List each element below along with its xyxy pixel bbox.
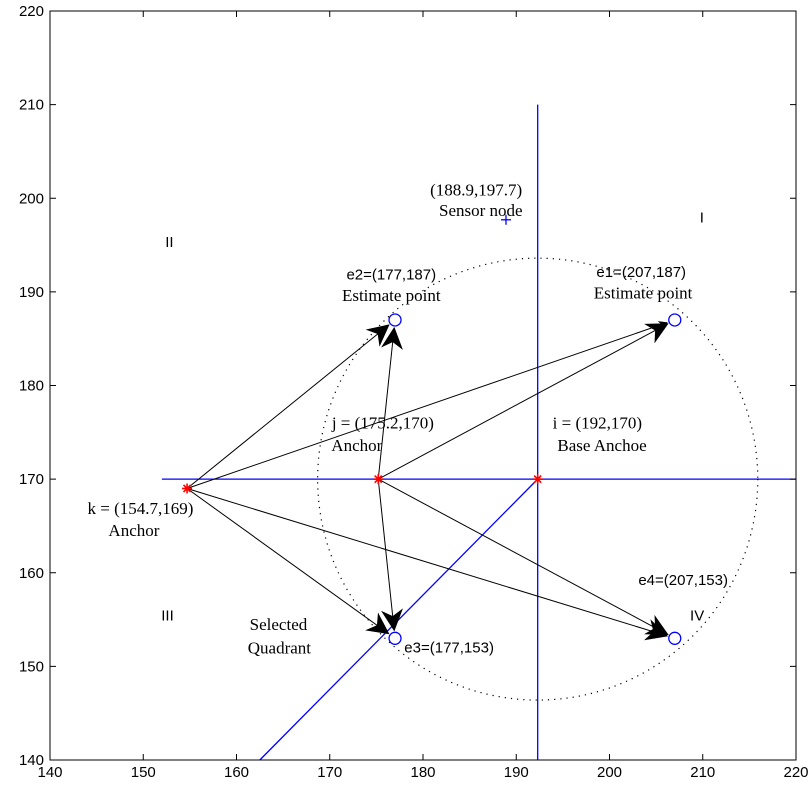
x-tick-label: 220 [783,764,808,781]
annotation-quad-III: III [161,607,174,624]
y-tick-label: 160 [19,565,44,582]
estimate-point-e3 [388,631,402,645]
annotation-e1-label: Estimate point [594,283,693,302]
annotation-i-label: Base Anchoe [557,436,646,455]
y-tick-label: 210 [19,97,44,114]
arrow-layer [186,321,669,641]
arrow-k-e1 [186,321,668,489]
annotation-e2-label: Estimate point [342,286,441,305]
estimate-point-e1 [668,313,682,327]
annotation-i-coord: i = (192,170) [553,414,642,433]
x-tick-label: 150 [131,764,156,781]
y-tick-label: 150 [19,658,44,675]
x-tick-label: 200 [597,764,622,781]
arrow-k-e2 [186,324,390,489]
anchor-j [373,474,384,485]
annotation-selected-1: Selected [250,615,308,634]
annotation-e3-coord: e3=(177,153) [404,639,494,656]
arrow-k-e4 [186,488,669,641]
annotation-k-label: Anchor [108,521,159,540]
arrow-j-e1 [378,323,669,480]
y-tick-label: 190 [19,284,44,301]
anchor-k [182,483,193,494]
annotation-j-coord: j = (175.2,170) [331,414,434,433]
x-tick-label: 190 [504,764,529,781]
annotation-j-label: Anchor [331,436,382,455]
annotation-e4-coord: e4=(207,153) [638,572,728,589]
anchor-j-stroke [374,475,383,484]
y-tick-label: 140 [19,752,44,769]
anchor-i [532,474,543,485]
x-tick-label: 170 [317,764,342,781]
marker-layer [182,214,682,645]
dotted-circle-layer [317,257,759,701]
annotation-sensor-label: Sensor node [439,201,523,220]
annotation-selected-2: Quadrant [248,638,312,657]
arrow-j-e2 [377,326,403,480]
y-tick-label: 200 [19,190,44,207]
plot-background [50,11,796,760]
dotted-circle [317,257,759,701]
x-tick-label: 180 [410,764,435,781]
annotation-e1-coord: e1=(207,187) [596,264,686,281]
annotation-k-coord: k = (154.7,169) [87,499,193,518]
y-tick-label: 180 [19,378,44,395]
annotation-quad-I: I [700,210,704,227]
anchor-k-stroke [182,484,192,493]
annotation-quad-II: II [165,234,173,251]
estimate-point-e2 [388,313,402,327]
estimate-point-e4 [668,631,682,645]
x-tick-label: 160 [224,764,249,781]
x-tick-label: 140 [37,764,62,781]
arrow-k-e3 [186,488,390,635]
anchor-i-stroke [533,475,542,484]
annotation-quad-IV: IV [690,607,704,624]
annotation-sensor-coord: (188.9,197.7) [430,180,522,199]
y-tick-label: 170 [19,471,44,488]
arrow-j-e4 [378,478,669,636]
x-tick-label: 210 [690,764,715,781]
arrow-j-e3 [377,479,403,632]
sensor-node-marker [500,214,511,225]
annotation-e2-coord: e2=(177,187) [346,267,436,284]
y-tick-label: 220 [19,3,44,20]
tick-layer: 140 150 160 170 180 190 200 210 220 140 150 160 170 1… [19,3,809,781]
